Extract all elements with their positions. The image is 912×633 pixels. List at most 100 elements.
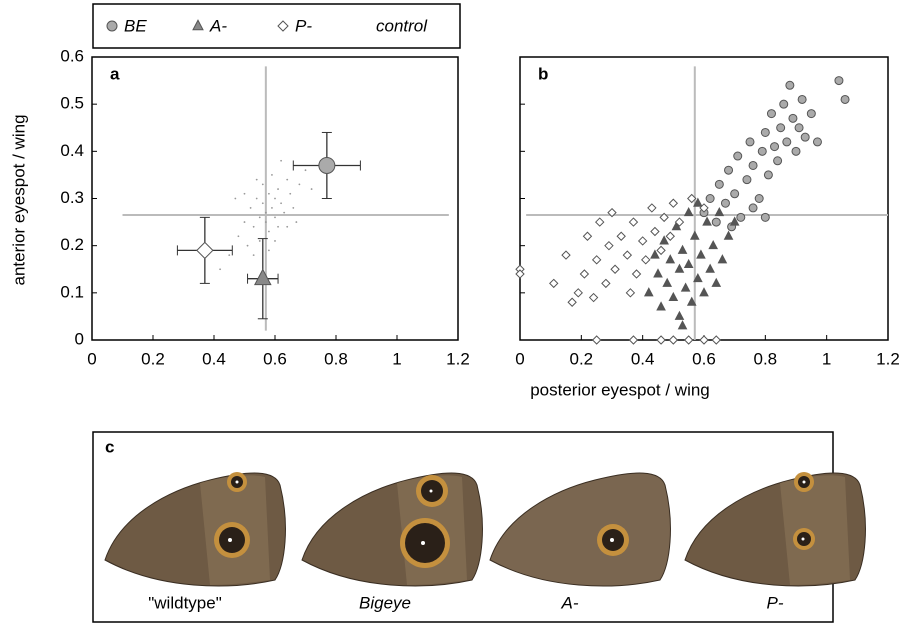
- point: [677, 244, 688, 254]
- point: [650, 226, 660, 237]
- point: [766, 109, 776, 119]
- point: [631, 269, 642, 279]
- point: [776, 123, 786, 133]
- point: [733, 151, 743, 161]
- point: [770, 142, 780, 152]
- y-tick-label: 0.3: [60, 188, 84, 207]
- x-tick-label: 0: [87, 349, 96, 368]
- point: [662, 277, 673, 287]
- x-tick-label: 0.2: [570, 349, 594, 368]
- point: [683, 206, 694, 217]
- point: [234, 197, 237, 200]
- point: [628, 335, 639, 345]
- point: [582, 231, 593, 241]
- point: [693, 197, 703, 207]
- point: [699, 335, 709, 345]
- panel-letter: a: [110, 64, 120, 83]
- x-tick-label: 0.4: [202, 349, 226, 368]
- point: [757, 146, 767, 156]
- point: [549, 278, 559, 289]
- point: [674, 217, 685, 227]
- point: [588, 292, 599, 303]
- wing-label: "wildtype": [148, 593, 222, 612]
- legend-marker: [192, 19, 204, 31]
- point: [782, 137, 792, 147]
- point: [567, 297, 577, 307]
- point: [268, 249, 270, 252]
- point: [693, 273, 703, 283]
- point: [286, 178, 289, 181]
- y-tick-label: 0.4: [60, 141, 84, 160]
- point: [579, 269, 590, 279]
- point: [268, 230, 270, 233]
- point: [674, 263, 685, 273]
- x-tick-label: 0.8: [754, 349, 778, 368]
- point: [258, 216, 261, 219]
- point: [702, 216, 712, 226]
- point: [601, 278, 611, 289]
- point: [763, 170, 773, 180]
- wing-image: [104, 472, 286, 587]
- point: [806, 109, 816, 119]
- point: [665, 254, 676, 264]
- x-tick-label: 1: [392, 349, 401, 368]
- point: [283, 211, 286, 214]
- point: [785, 80, 795, 90]
- point: [840, 94, 850, 104]
- point: [729, 216, 740, 226]
- point: [261, 183, 264, 186]
- point: [705, 194, 715, 203]
- point: [800, 132, 810, 142]
- y-tick-label: 0.1: [60, 282, 84, 301]
- point: [791, 146, 801, 156]
- legend-marker: [106, 20, 118, 32]
- point: [742, 175, 752, 185]
- point: [696, 249, 706, 259]
- point: [591, 335, 602, 345]
- y-tick-label: 0: [75, 329, 84, 348]
- wing-image: [684, 472, 866, 587]
- point: [274, 197, 276, 200]
- point: [625, 288, 636, 298]
- point: [668, 335, 679, 345]
- point: [714, 179, 724, 189]
- point: [228, 254, 231, 256]
- point: [720, 198, 730, 208]
- point: [674, 310, 685, 320]
- point: [237, 235, 240, 238]
- point: [607, 207, 617, 218]
- point: [656, 301, 666, 311]
- y-axis-label: anterior eyespot / wing: [9, 114, 28, 285]
- point: [264, 211, 267, 214]
- point: [289, 192, 292, 195]
- point: [834, 76, 844, 86]
- y-tick-label: 0.5: [60, 94, 84, 113]
- point: [561, 250, 571, 260]
- point: [794, 123, 804, 133]
- point: [680, 282, 691, 292]
- point: [659, 212, 669, 223]
- legend-label: A-: [209, 16, 227, 35]
- point: [515, 269, 525, 279]
- point: [243, 221, 246, 223]
- point: [683, 335, 694, 345]
- point: [788, 113, 798, 123]
- wing-image: [489, 472, 671, 587]
- x-tick-label: 1.2: [446, 349, 470, 368]
- point: [292, 207, 295, 209]
- x-tick-label: 1.2: [876, 349, 900, 368]
- panel-letter: b: [538, 64, 548, 83]
- point: [653, 268, 663, 278]
- point: [724, 165, 734, 175]
- x-tick-label: 0.8: [324, 349, 348, 368]
- point: [255, 178, 258, 181]
- point: [591, 255, 602, 265]
- point: [699, 203, 709, 213]
- point: [736, 212, 746, 222]
- point: [773, 156, 783, 166]
- point: [668, 198, 679, 208]
- legend-marker: [277, 20, 289, 32]
- point: [708, 239, 719, 250]
- point: [219, 268, 222, 271]
